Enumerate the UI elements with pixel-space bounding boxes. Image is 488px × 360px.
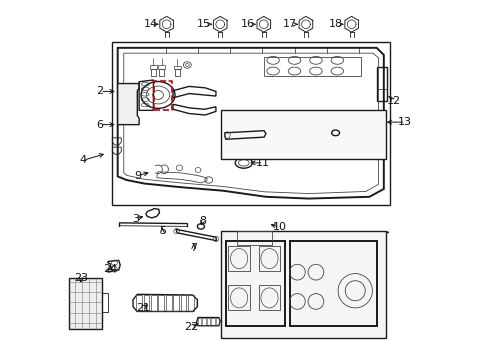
Bar (225, 241, 285, 327)
Text: 17: 17 (282, 19, 296, 29)
Text: 23: 23 (74, 273, 88, 283)
Text: 12: 12 (386, 96, 400, 107)
Bar (121, 90, 132, 95)
Bar (236, 231, 272, 245)
Bar (197, 318, 201, 325)
Bar (136, 295, 142, 311)
Text: 19: 19 (256, 120, 270, 130)
Text: 11: 11 (256, 158, 269, 168)
Text: 8: 8 (199, 216, 205, 226)
Polygon shape (118, 84, 139, 125)
Bar (121, 112, 132, 116)
Bar (258, 246, 280, 271)
Bar (264, 57, 360, 76)
Text: 13: 13 (397, 117, 411, 127)
Bar (211, 318, 214, 325)
Bar (69, 278, 102, 329)
Text: 14: 14 (143, 19, 157, 29)
Text: 16: 16 (240, 19, 254, 29)
Bar (364, 122, 375, 143)
Text: 22: 22 (184, 322, 198, 332)
Text: 21: 21 (135, 303, 149, 313)
Bar (121, 107, 132, 111)
Bar (188, 295, 193, 311)
Bar (102, 293, 108, 312)
Bar (158, 65, 165, 68)
Bar (173, 295, 179, 311)
Text: 4: 4 (80, 156, 86, 165)
Bar (202, 318, 205, 325)
Bar (215, 318, 219, 325)
Text: 7: 7 (190, 243, 197, 253)
Bar (121, 86, 132, 90)
Bar (175, 69, 180, 76)
Bar (173, 66, 181, 69)
Bar (143, 295, 149, 311)
Bar (228, 246, 249, 271)
Text: 24: 24 (103, 264, 118, 274)
Bar (165, 295, 171, 311)
Bar (220, 111, 385, 158)
Bar (376, 67, 386, 102)
Bar (121, 96, 132, 100)
Bar (220, 231, 385, 338)
Text: 9: 9 (134, 171, 141, 181)
Text: 6: 6 (97, 120, 103, 130)
Bar (158, 295, 164, 311)
Bar (258, 285, 280, 310)
Bar (111, 42, 389, 205)
Bar (180, 295, 186, 311)
Text: 10: 10 (272, 222, 286, 232)
Bar (151, 295, 157, 311)
Text: 5: 5 (159, 226, 165, 237)
Text: 1: 1 (336, 120, 343, 130)
Bar (289, 241, 376, 327)
Text: 18: 18 (328, 19, 342, 29)
Text: 20: 20 (301, 120, 315, 130)
Text: 2: 2 (97, 86, 103, 96)
Bar (159, 68, 164, 76)
Bar (121, 118, 132, 122)
Text: 3: 3 (132, 213, 139, 224)
Text: 15: 15 (197, 19, 211, 29)
Bar (206, 318, 210, 325)
Bar (121, 101, 132, 105)
Bar (151, 68, 156, 76)
Bar (228, 285, 249, 310)
Bar (149, 65, 157, 68)
